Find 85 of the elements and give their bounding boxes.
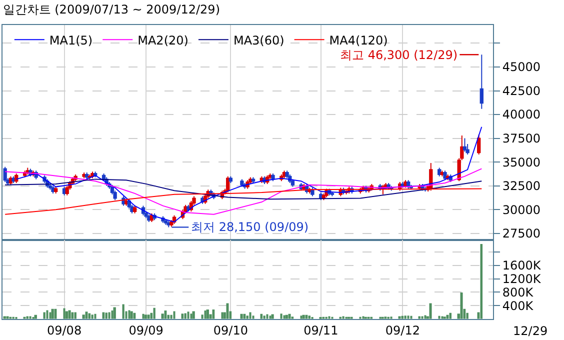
bar — [6, 316, 9, 319]
y-tick-label: 32500 — [502, 179, 541, 194]
x-tick-label: 09/12 — [385, 323, 420, 338]
bar — [184, 313, 186, 319]
bar — [147, 314, 150, 319]
candlestick — [54, 186, 58, 194]
annotation: 최저 28,150 (09/09) — [191, 220, 309, 234]
bar — [192, 311, 195, 319]
chart-title: 일간차트 (2009/07/13 ~ 2009/12/29) — [2, 2, 220, 16]
bar — [266, 314, 268, 319]
candlestick — [240, 178, 244, 188]
y-tick-label: 30000 — [502, 202, 541, 217]
candlestick — [330, 191, 334, 197]
x-tick-label: 09/08 — [47, 323, 82, 338]
candlestick — [285, 170, 289, 179]
line-series — [4, 178, 482, 200]
legend-label: MA2(20) — [138, 33, 188, 48]
bar — [288, 314, 291, 319]
candlestick — [443, 170, 447, 181]
bar — [46, 310, 48, 319]
line-series — [4, 188, 482, 215]
bar — [460, 292, 463, 319]
bar — [187, 312, 190, 319]
bar — [113, 307, 116, 319]
bar — [43, 312, 46, 319]
bar — [128, 310, 130, 319]
candlestick — [310, 187, 314, 197]
text: 12/29 — [513, 324, 548, 338]
y-tick-label: 800K — [502, 285, 534, 300]
candlestick — [251, 176, 256, 184]
bar — [342, 316, 344, 319]
candlestick — [85, 172, 89, 180]
x-tick-label: 09/11 — [304, 323, 338, 338]
bar — [94, 314, 96, 319]
bar — [108, 312, 110, 319]
candlestick — [65, 185, 69, 196]
bar — [173, 311, 176, 319]
bar — [280, 314, 282, 319]
annotation: 최고 46,300 (12/29) — [340, 48, 458, 62]
candlestick — [462, 138, 467, 152]
y-tick-label: 45000 — [502, 60, 541, 74]
y-tick-label: 1600K — [502, 258, 542, 273]
candlestick — [170, 220, 174, 228]
y-tick-label: 42500 — [502, 84, 541, 98]
candlestick — [438, 167, 442, 177]
y-tick-label: 400K — [502, 298, 534, 313]
bar — [142, 314, 144, 319]
bar — [362, 316, 364, 319]
bar — [122, 304, 124, 319]
bar — [249, 312, 252, 319]
bar — [51, 308, 54, 319]
bar — [29, 316, 32, 319]
x-tick-label: 09/09 — [128, 323, 164, 338]
candlestick — [3, 166, 7, 183]
candlestick — [480, 54, 484, 110]
line-series — [4, 168, 482, 215]
bar — [424, 315, 426, 319]
y-tick-label: 27500 — [502, 226, 541, 241]
y-tick-label: 37500 — [502, 132, 541, 146]
bar — [111, 310, 114, 319]
y-tick-label: 40000 — [502, 108, 541, 122]
bar — [49, 312, 52, 319]
legend-label: MA4(120) — [329, 33, 388, 48]
bar — [130, 311, 133, 319]
bar — [271, 314, 274, 319]
bar — [429, 303, 432, 319]
bar — [190, 314, 192, 319]
bar — [441, 316, 444, 319]
candlestick — [164, 218, 168, 226]
bar — [221, 312, 224, 319]
y-tick-label: 35000 — [502, 155, 541, 170]
candlestick — [290, 178, 295, 188]
line-series — [16, 126, 482, 222]
y-tick-label: 1200K — [502, 272, 542, 286]
bar — [421, 316, 424, 319]
candlestick — [228, 176, 233, 184]
legend-label: MA3(60) — [233, 33, 284, 48]
bar — [204, 310, 206, 319]
bar — [328, 316, 330, 319]
candlestick — [271, 172, 275, 182]
bar — [68, 310, 71, 319]
candlestick — [132, 205, 137, 214]
legend-label: MA1(5) — [49, 33, 93, 48]
bar — [283, 315, 286, 319]
x-tick-label: 09/10 — [213, 323, 248, 338]
